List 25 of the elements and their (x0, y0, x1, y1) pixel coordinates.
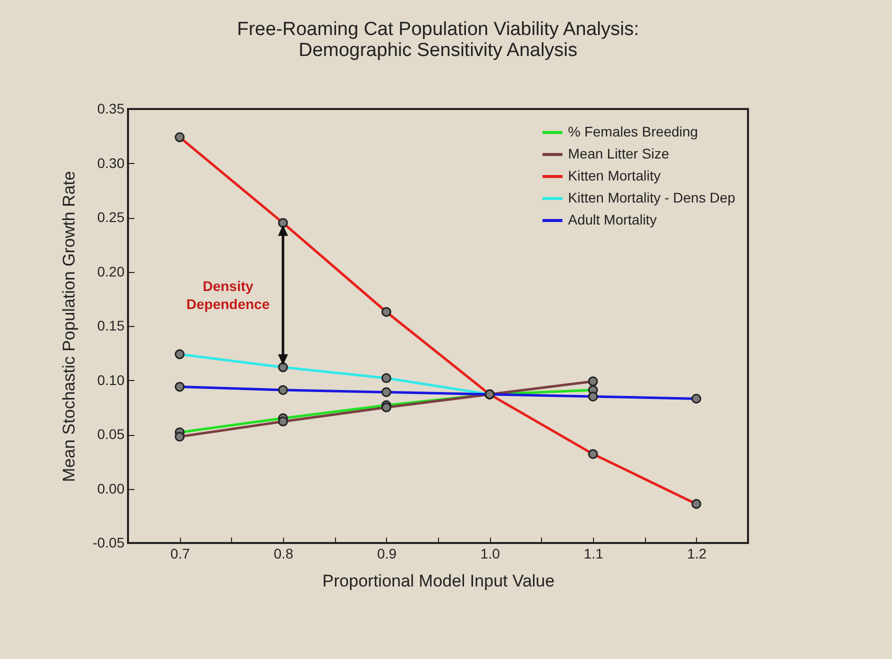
y-tick-label: 0.05 (97, 426, 125, 442)
y-tick-label: 0.15 (97, 318, 125, 334)
legend-label: Mean Litter Size (568, 146, 670, 162)
text: Demographic Sensitivity Analysis (298, 40, 578, 61)
legend-label: Adult Mortality (568, 212, 657, 228)
y-tick-label: 0.00 (97, 480, 125, 496)
annotation: Density Dependence (186, 278, 270, 312)
y-tick-label: 0.35 (97, 100, 125, 116)
y-axis-title: Mean Stochastic Population Growth Rate (60, 171, 79, 482)
legend-label: Kitten Mortality (568, 168, 661, 184)
y-tick-label: 0.10 (97, 372, 125, 388)
x-tick-label: 0.8 (274, 546, 294, 562)
x-tick-label: 0.9 (377, 546, 397, 562)
legend-label: % Females Breeding (568, 124, 698, 140)
text: Free-Roaming Cat Population Viability Analysis: (236, 19, 640, 40)
x-tick-label: 1.0 (480, 546, 500, 562)
y-tick-label: -0.05 (92, 534, 125, 550)
x-axis-title: Proportional Model Input Value (322, 572, 555, 590)
x-tick-label: 1.2 (687, 546, 707, 562)
x-tick-label: 1.1 (584, 546, 604, 562)
y-tick-label: 0.20 (97, 263, 125, 280)
y-tick-label: 0.30 (97, 154, 125, 171)
x-tick-label: 0.7 (170, 546, 190, 562)
y-tick-label: 0.25 (97, 209, 125, 225)
legend-label: Kitten Mortality - Dens Dep (568, 190, 736, 206)
